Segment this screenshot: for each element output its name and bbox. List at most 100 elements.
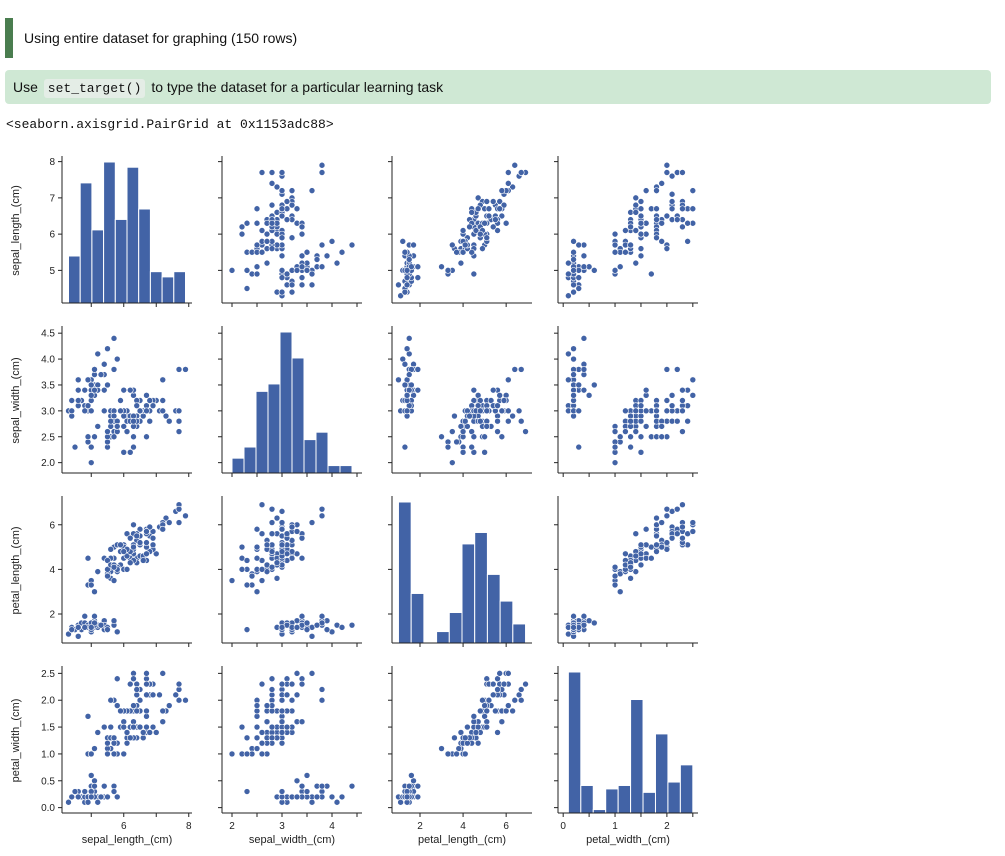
hist-bar bbox=[605, 788, 619, 814]
x-axis-label: sepal_width_(cm) bbox=[249, 834, 335, 846]
scatter-point bbox=[663, 245, 671, 252]
scatter-point bbox=[496, 205, 503, 213]
scatter-point bbox=[94, 798, 102, 806]
scatter-point bbox=[293, 777, 301, 785]
panel-2-3 bbox=[554, 496, 698, 647]
scatter-point bbox=[81, 386, 89, 394]
scatter-point bbox=[410, 241, 417, 249]
scatter-point bbox=[283, 216, 291, 223]
scatter-point bbox=[333, 259, 341, 267]
scatter-point bbox=[68, 626, 76, 633]
x-tick-label: 6 bbox=[503, 821, 509, 832]
scatter-point bbox=[401, 248, 409, 256]
scatter-point bbox=[258, 227, 266, 234]
scatter-point bbox=[110, 335, 118, 342]
scatter-point bbox=[689, 392, 697, 399]
scatter-point bbox=[679, 407, 686, 415]
scatter-point bbox=[258, 248, 266, 256]
scatter-point bbox=[253, 525, 261, 533]
scatter-point bbox=[303, 626, 311, 633]
hist-bar bbox=[436, 631, 450, 644]
scatter-point bbox=[684, 417, 691, 425]
scatter-point bbox=[175, 696, 183, 704]
scatter-point bbox=[238, 543, 246, 551]
scatter-point bbox=[642, 187, 650, 194]
scatter-point bbox=[74, 624, 82, 631]
scatter-point bbox=[143, 691, 150, 699]
scatter-point bbox=[663, 397, 671, 404]
hist-bar bbox=[410, 592, 425, 644]
scatter-point bbox=[498, 187, 506, 194]
scatter-point bbox=[653, 187, 660, 194]
scatter-point bbox=[87, 581, 95, 589]
scatter-point bbox=[110, 577, 118, 584]
scatter-point bbox=[298, 534, 306, 542]
scatter-point bbox=[403, 407, 411, 415]
scatter-point bbox=[348, 621, 356, 629]
scatter-point bbox=[110, 788, 118, 795]
scatter-point bbox=[94, 568, 102, 575]
scatter-point bbox=[159, 707, 167, 715]
scatter-point bbox=[65, 630, 72, 638]
scatter-point bbox=[94, 350, 102, 358]
scatter-point bbox=[483, 198, 491, 205]
y-axis-label: petal_length_(cm) bbox=[10, 526, 22, 614]
scatter-point bbox=[74, 376, 82, 384]
scatter-point bbox=[616, 263, 624, 271]
scatter-point bbox=[159, 718, 167, 726]
scatter-point bbox=[104, 381, 111, 389]
y-tick-label: 1.5 bbox=[41, 723, 55, 734]
scatter-point bbox=[515, 407, 523, 415]
panel-3-0: 0.0 0.5 1.0 1.5 2.0 2.5 bbox=[41, 666, 192, 817]
scatter-point bbox=[517, 686, 525, 693]
y-tick-label: 2.5 bbox=[41, 669, 55, 680]
scatter-point bbox=[100, 407, 108, 415]
scatter-point bbox=[91, 782, 98, 790]
scatter-point bbox=[130, 723, 137, 731]
scatter-point bbox=[110, 750, 118, 758]
info-callout: Using entire dataset for graphing (150 r… bbox=[5, 18, 991, 58]
scatter-point bbox=[611, 248, 619, 256]
scatter-point bbox=[575, 274, 583, 281]
x-axis-label: sepal_length_(cm) bbox=[82, 834, 173, 846]
scatter-point bbox=[616, 433, 624, 441]
scatter-point bbox=[637, 205, 645, 213]
scatter-point bbox=[483, 707, 491, 715]
scatter-point bbox=[517, 417, 525, 425]
scatter-point bbox=[637, 541, 645, 549]
hist-bar bbox=[315, 431, 329, 474]
scatter-point bbox=[130, 443, 137, 451]
scatter-point bbox=[104, 345, 111, 353]
scatter-point bbox=[494, 428, 501, 435]
scatter-point bbox=[117, 541, 124, 549]
scatter-point bbox=[338, 793, 346, 801]
scatter-point bbox=[438, 263, 445, 271]
y-axis-label: petal_width_(cm) bbox=[10, 699, 22, 783]
scatter-point bbox=[253, 745, 261, 752]
scatter-point bbox=[81, 788, 89, 795]
scatter-point bbox=[575, 285, 583, 292]
tip-code: set_target() bbox=[43, 79, 146, 98]
scatter-point bbox=[143, 723, 150, 731]
scatter-point bbox=[627, 223, 634, 231]
scatter-point bbox=[451, 412, 458, 420]
scatter-point bbox=[136, 539, 144, 546]
scatter-point bbox=[611, 230, 619, 238]
scatter-point bbox=[97, 793, 105, 801]
scatter-point bbox=[509, 707, 516, 715]
scatter-point bbox=[278, 739, 286, 747]
scatter-point bbox=[263, 718, 271, 726]
scatter-point bbox=[318, 612, 326, 620]
scatter-point bbox=[278, 274, 286, 281]
scatter-point bbox=[663, 169, 671, 176]
scatter-point bbox=[590, 381, 598, 389]
scatter-point bbox=[152, 550, 160, 558]
scatter-point bbox=[87, 381, 95, 389]
tip-callout: Use set_target() to type the dataset for… bbox=[5, 70, 991, 104]
scatter-point bbox=[238, 230, 246, 238]
scatter-point bbox=[143, 550, 150, 558]
scatter-point bbox=[104, 793, 111, 801]
scatter-point bbox=[133, 402, 141, 409]
scatter-point bbox=[149, 534, 157, 542]
scatter-point bbox=[401, 360, 409, 368]
